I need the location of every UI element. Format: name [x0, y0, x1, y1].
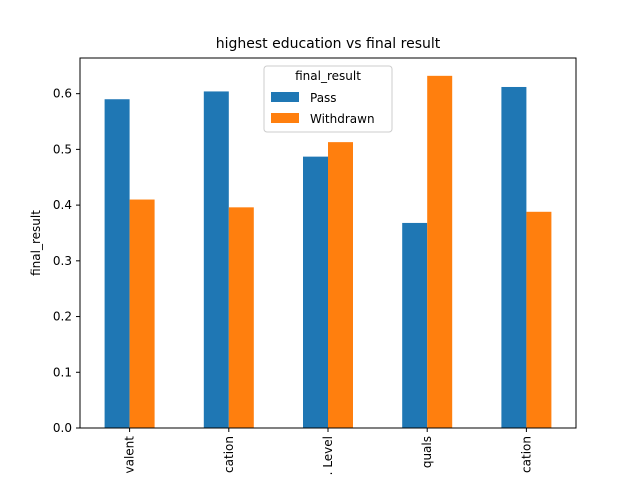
plot-frame	[79, 57, 577, 429]
legend-title: final_result	[295, 69, 361, 83]
bars-group	[104, 75, 552, 429]
y-tick-label: 0.1	[53, 365, 72, 379]
bar-pass-1	[203, 91, 229, 428]
y-tick-label: 0.0	[53, 421, 72, 435]
bar-withdrawn-1	[228, 207, 254, 428]
y-axis: 0.0 0.1 0.2 0.3 0.4 0.5 0.6	[53, 87, 80, 435]
legend-swatch-pass	[271, 92, 299, 102]
x-tick-label: valent	[123, 436, 137, 474]
x-tick-label: cation	[519, 436, 533, 473]
bar-withdrawn-2	[328, 142, 353, 428]
x-tick-label: . Level	[321, 436, 335, 475]
bar-pass-3	[402, 222, 428, 428]
x-tick-label: quals	[420, 436, 434, 468]
y-tick-label: 0.4	[53, 198, 72, 212]
legend-swatch-withdrawn	[271, 113, 299, 123]
bar-withdrawn-4	[526, 211, 552, 428]
bar-pass-2	[303, 156, 328, 428]
y-tick-label: 0.2	[53, 310, 72, 324]
x-tick-label: cation	[222, 436, 236, 473]
legend-label-withdrawn: Withdrawn	[310, 112, 375, 126]
bar-pass-4	[501, 86, 527, 429]
bar-pass-0	[104, 99, 130, 429]
y-axis-label: final_result	[29, 210, 43, 276]
y-tick-label: 0.3	[53, 254, 72, 268]
bar-withdrawn-3	[427, 75, 453, 428]
y-tick-label: 0.5	[53, 142, 72, 156]
x-axis: valent cation . Level quals cation	[123, 428, 533, 475]
chart-title: highest education vs final result	[216, 36, 441, 52]
y-tick-label: 0.6	[53, 87, 72, 101]
bar-withdrawn-0	[129, 199, 155, 428]
legend: final_result Pass Withdrawn	[263, 65, 393, 133]
legend-label-pass: Pass	[310, 91, 337, 105]
